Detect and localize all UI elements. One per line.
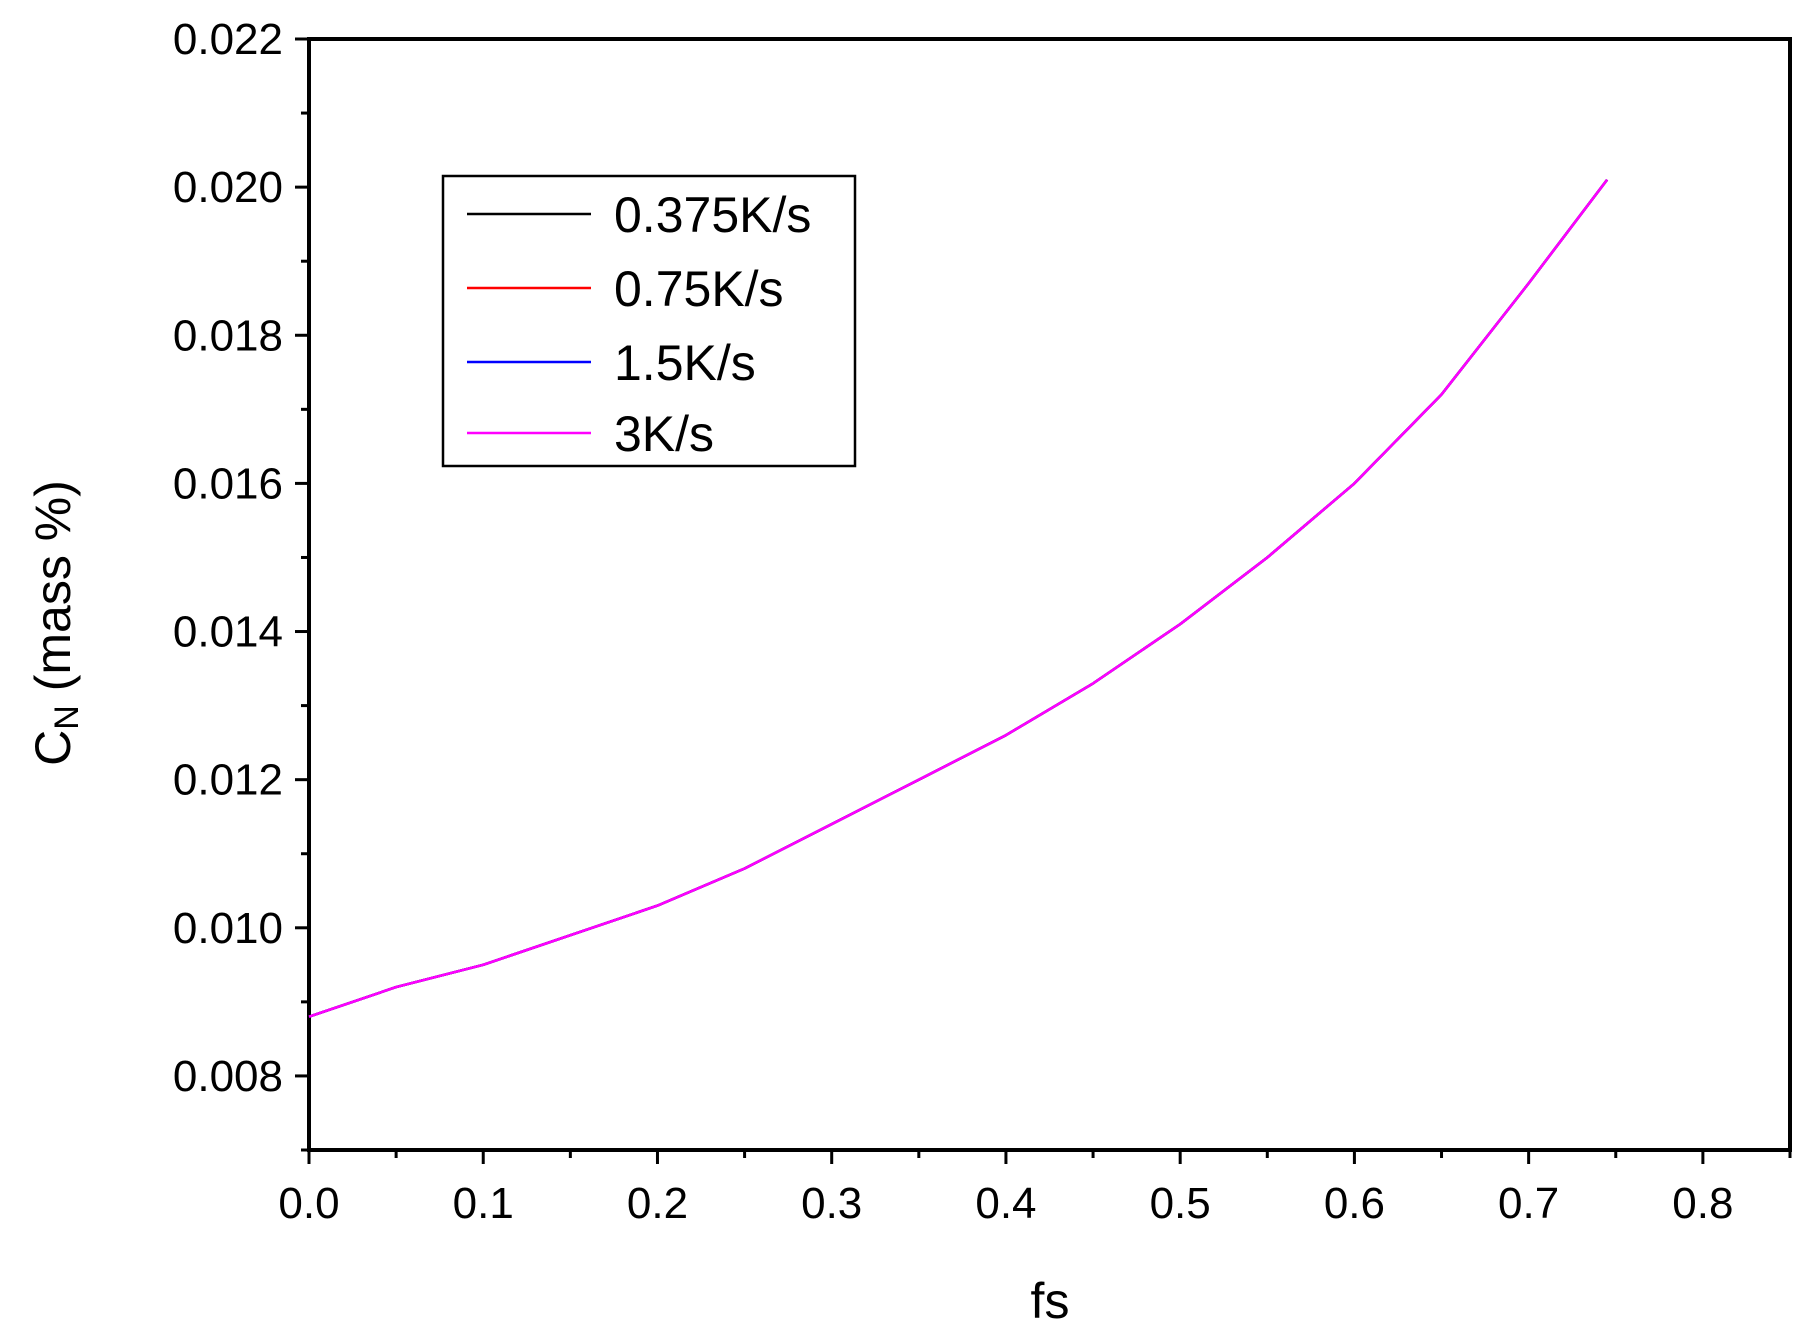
legend-label: 1.5K/s	[614, 335, 756, 391]
y-tick-label: 0.022	[173, 15, 283, 64]
y-axis-title-main: C	[25, 730, 81, 766]
x-tick-label: 0.6	[1324, 1179, 1385, 1228]
y-tick-label: 0.012	[173, 756, 283, 805]
y-tick-label: 0.010	[173, 904, 283, 953]
x-tick-label: 0.7	[1498, 1179, 1559, 1228]
x-tick-label: 0.8	[1672, 1179, 1733, 1228]
x-tick-label: 0.4	[975, 1179, 1036, 1228]
legend-label: 0.75K/s	[614, 261, 784, 317]
y-axis-title-rest: (mass %)	[25, 480, 81, 705]
y-tick-label: 0.020	[173, 163, 283, 212]
y-axis-title: CN (mass %)	[25, 480, 86, 766]
plot-frame	[307, 37, 1792, 1152]
legend-label: 3K/s	[614, 406, 714, 462]
y-tick-label: 0.018	[173, 311, 283, 360]
x-tick-label: 0.2	[627, 1179, 688, 1228]
x-tick-label: 0.3	[801, 1179, 862, 1228]
legend-label: 0.375K/s	[614, 187, 811, 243]
y-axis-title-subscript: N	[48, 705, 86, 730]
y-tick-label: 0.014	[173, 608, 283, 657]
y-tick-label: 0.016	[173, 459, 283, 508]
y-tick-label: 0.008	[173, 1052, 283, 1101]
x-tick-label: 0.5	[1150, 1179, 1211, 1228]
x-tick-label: 0.0	[278, 1179, 339, 1228]
x-tick-label: 0.1	[453, 1179, 514, 1228]
legend-box	[441, 174, 857, 468]
series-line	[308, 178, 1609, 1018]
x-axis-title: fs	[1031, 1273, 1070, 1329]
